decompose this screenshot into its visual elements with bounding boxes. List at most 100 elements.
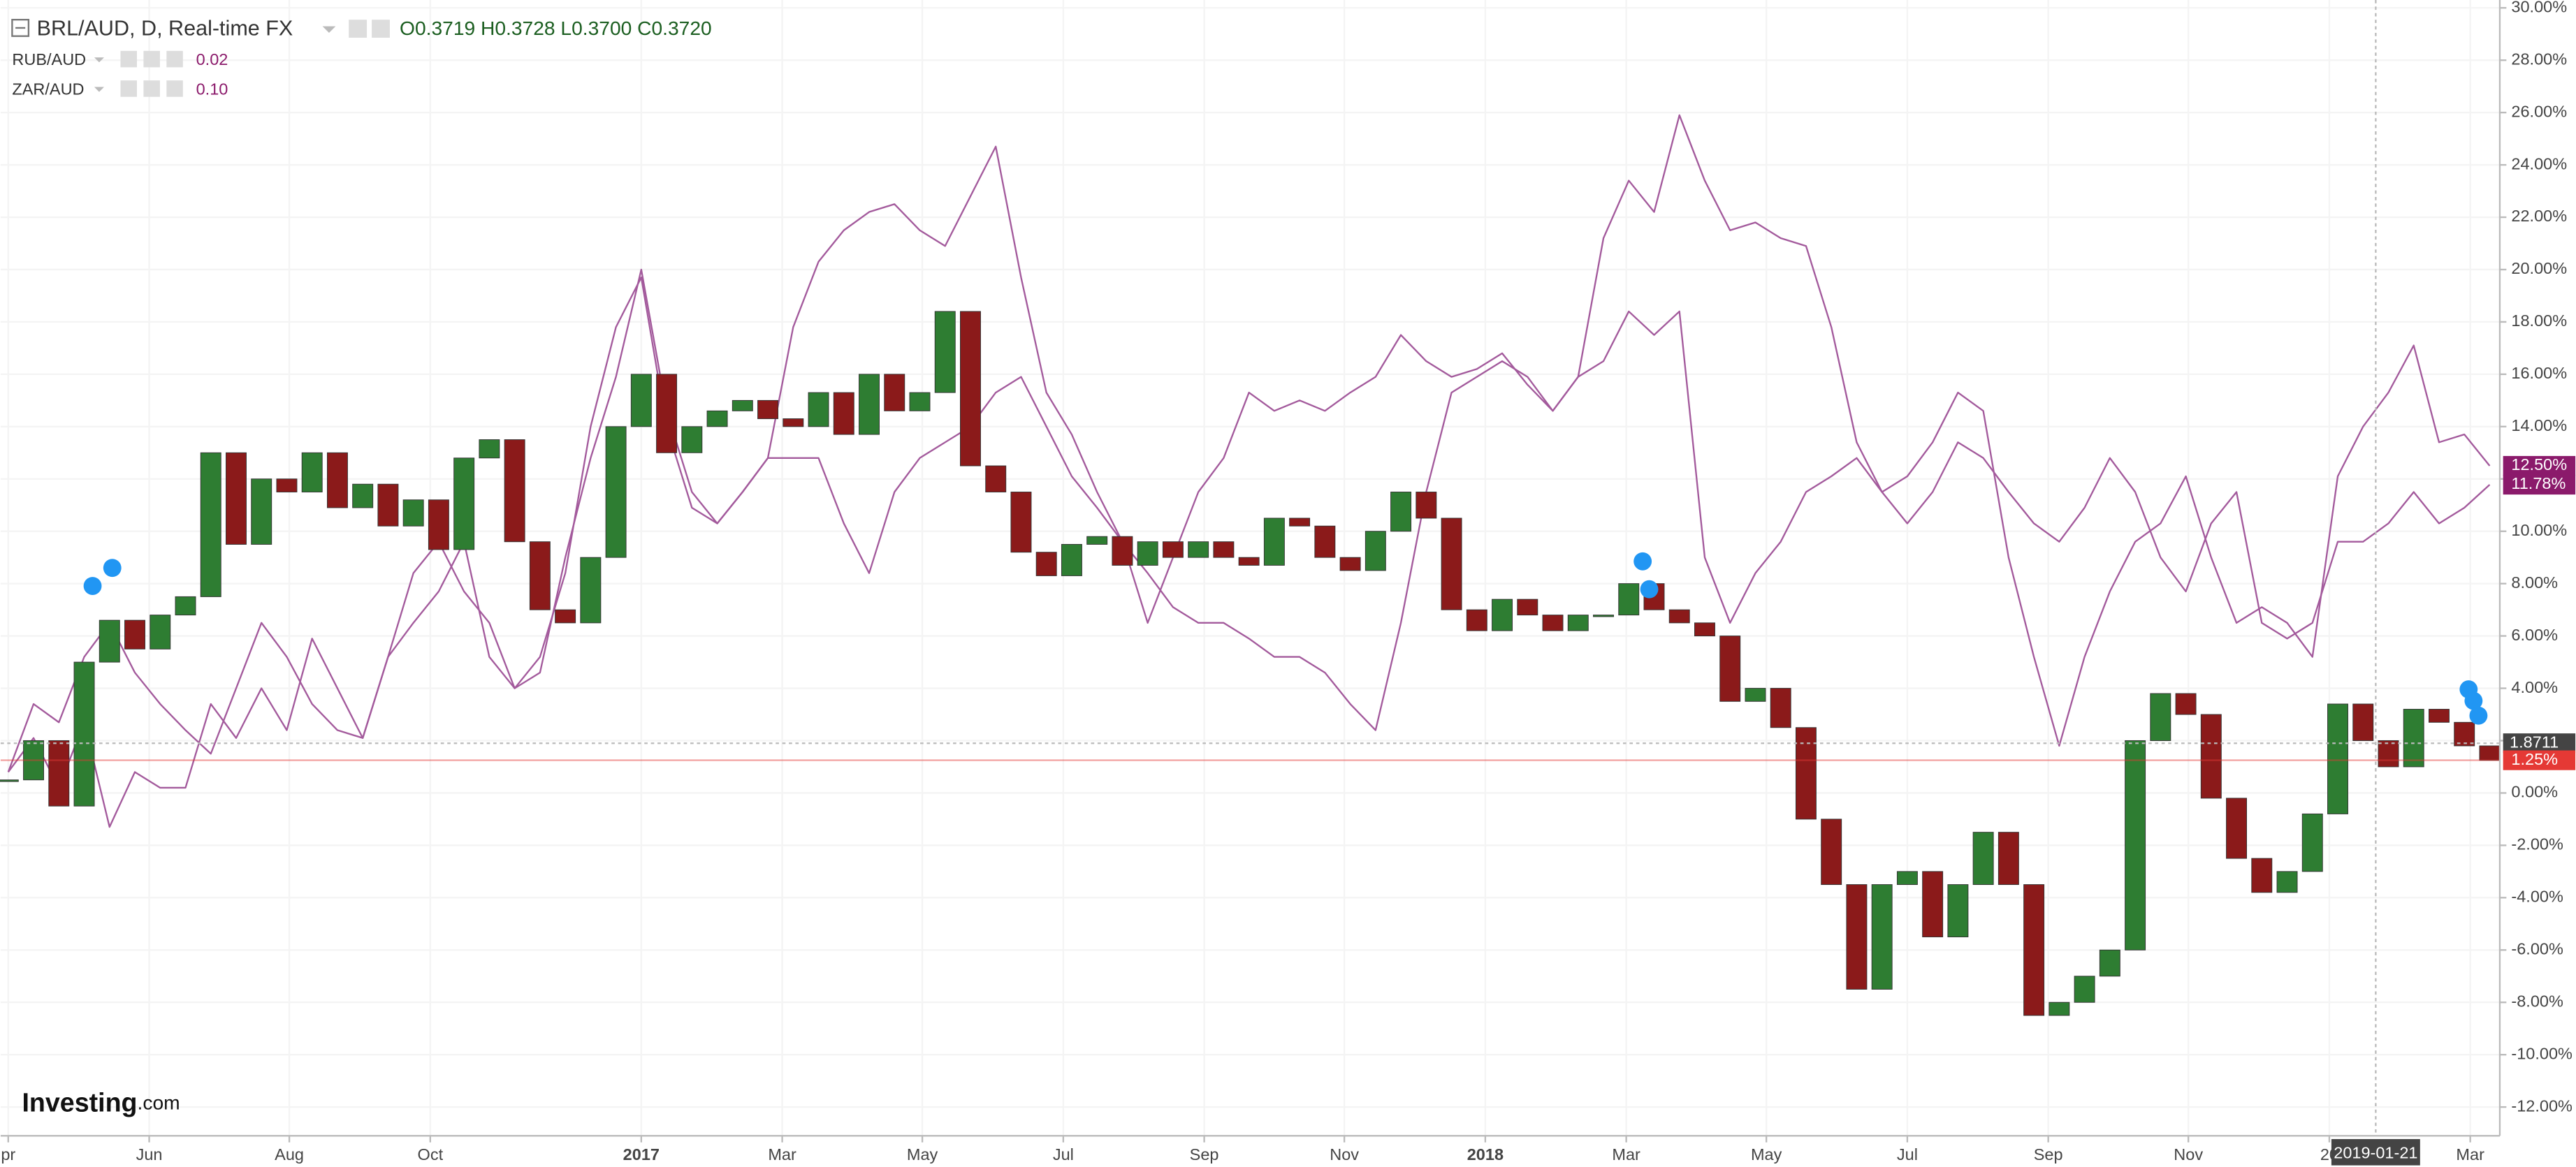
candle — [453, 457, 475, 550]
candle — [124, 619, 145, 649]
candle — [1010, 492, 1032, 553]
candle — [1896, 871, 1918, 886]
candle — [2301, 813, 2323, 872]
candle — [1795, 727, 1817, 820]
candle — [630, 374, 652, 427]
candle — [960, 311, 981, 467]
y-tick-label: -2.00% — [2511, 835, 2563, 853]
x-tick-label: May — [1751, 1145, 1782, 1164]
y-tick-label: 28.00% — [2511, 50, 2567, 68]
x-tick-label: Nov — [2174, 1145, 2203, 1164]
candle — [2327, 703, 2348, 814]
event-markers — [83, 552, 2488, 725]
crosshair-x-label: 2019-01-21 — [2334, 1143, 2417, 1161]
candle — [1517, 599, 1538, 616]
y-tick-label: 14.00% — [2511, 416, 2567, 434]
x-tick-label: 2017 — [623, 1145, 660, 1164]
candle — [1593, 615, 1614, 617]
y-tick-label: 24.00% — [2511, 154, 2567, 173]
candle — [2454, 721, 2475, 747]
event-marker[interactable] — [2469, 706, 2488, 725]
y-tick-label: -6.00% — [2511, 939, 2563, 957]
candle — [479, 439, 500, 459]
y-tick-label: 10.00% — [2511, 521, 2567, 539]
event-marker[interactable] — [2464, 691, 2483, 710]
candle — [884, 374, 905, 411]
watermark: Investing.com — [22, 1088, 180, 1117]
y-tick-label: 0.00% — [2511, 783, 2558, 801]
candle — [0, 779, 19, 782]
candle — [1466, 609, 1487, 631]
visibility-icon[interactable] — [120, 80, 138, 97]
last-value-label-bg — [2503, 455, 2576, 476]
x-tick-label: Aug — [275, 1145, 304, 1164]
dropdown-icon[interactable] — [322, 26, 336, 34]
candle — [23, 740, 45, 781]
candle — [1998, 832, 2019, 886]
crosshair-y-label-bg — [2503, 733, 2576, 754]
x-tick-label: May — [907, 1145, 938, 1164]
candle — [1339, 557, 1361, 571]
settings-icon[interactable] — [372, 20, 390, 38]
candle — [1972, 832, 1994, 886]
candle — [2074, 976, 2095, 1003]
candle — [2352, 703, 2374, 741]
legend-value: 0.10 — [196, 80, 228, 98]
event-marker[interactable] — [103, 559, 122, 578]
dropdown-icon[interactable] — [94, 87, 104, 92]
candle — [1035, 552, 1057, 576]
candle — [1745, 688, 1766, 702]
candle — [2175, 693, 2197, 715]
x-tick-label: pr — [1, 1145, 15, 1164]
event-marker[interactable] — [83, 577, 102, 595]
candle — [2099, 949, 2120, 977]
dropdown-icon[interactable] — [94, 57, 104, 63]
candle — [1492, 599, 1513, 631]
candle — [301, 452, 323, 492]
collapse-icon[interactable] — [11, 19, 30, 37]
candle — [73, 661, 95, 807]
visibility-icon[interactable] — [120, 50, 138, 68]
y-tick-label: 26.00% — [2511, 102, 2567, 120]
candle — [2378, 740, 2399, 768]
legend-label: RUB/AUD — [12, 50, 86, 68]
x-tick-label: Mar — [1612, 1145, 1640, 1164]
settings-icon[interactable] — [143, 50, 160, 68]
candle — [1846, 884, 1868, 990]
legend-value: 0.02 — [196, 50, 228, 68]
candle — [1289, 518, 1311, 527]
event-marker[interactable] — [1640, 580, 1659, 599]
candle — [2023, 884, 2045, 1016]
settings-icon[interactable] — [143, 80, 160, 97]
crosshair-x-label-bg — [2331, 1139, 2420, 1166]
candle — [681, 426, 703, 453]
x-tick-label: Jul — [1897, 1145, 1918, 1164]
remove-icon[interactable] — [166, 50, 183, 68]
x-tick-label: Mar — [768, 1145, 796, 1164]
plot — [0, 0, 2501, 1136]
candle — [99, 619, 120, 663]
candle — [1188, 541, 1209, 558]
candle — [732, 399, 753, 411]
candle — [783, 418, 804, 427]
settings-icon[interactable] — [349, 20, 368, 38]
candle — [934, 311, 956, 393]
event-marker[interactable] — [1633, 552, 1652, 571]
chart-title: BRL/AUD, D, Real-time FX — [37, 16, 293, 40]
candle — [2479, 745, 2501, 761]
candle — [1821, 819, 1842, 886]
candle — [1947, 884, 1969, 938]
candle — [352, 483, 374, 508]
candle — [656, 374, 678, 453]
candle — [1770, 688, 1791, 728]
candle — [859, 374, 880, 435]
candle — [276, 478, 298, 492]
candle — [428, 499, 449, 550]
candle — [1694, 622, 1715, 637]
candle — [706, 410, 728, 427]
remove-icon[interactable] — [166, 80, 183, 97]
candle — [2150, 693, 2171, 741]
last-value-label: 1.25% — [2511, 750, 2558, 768]
